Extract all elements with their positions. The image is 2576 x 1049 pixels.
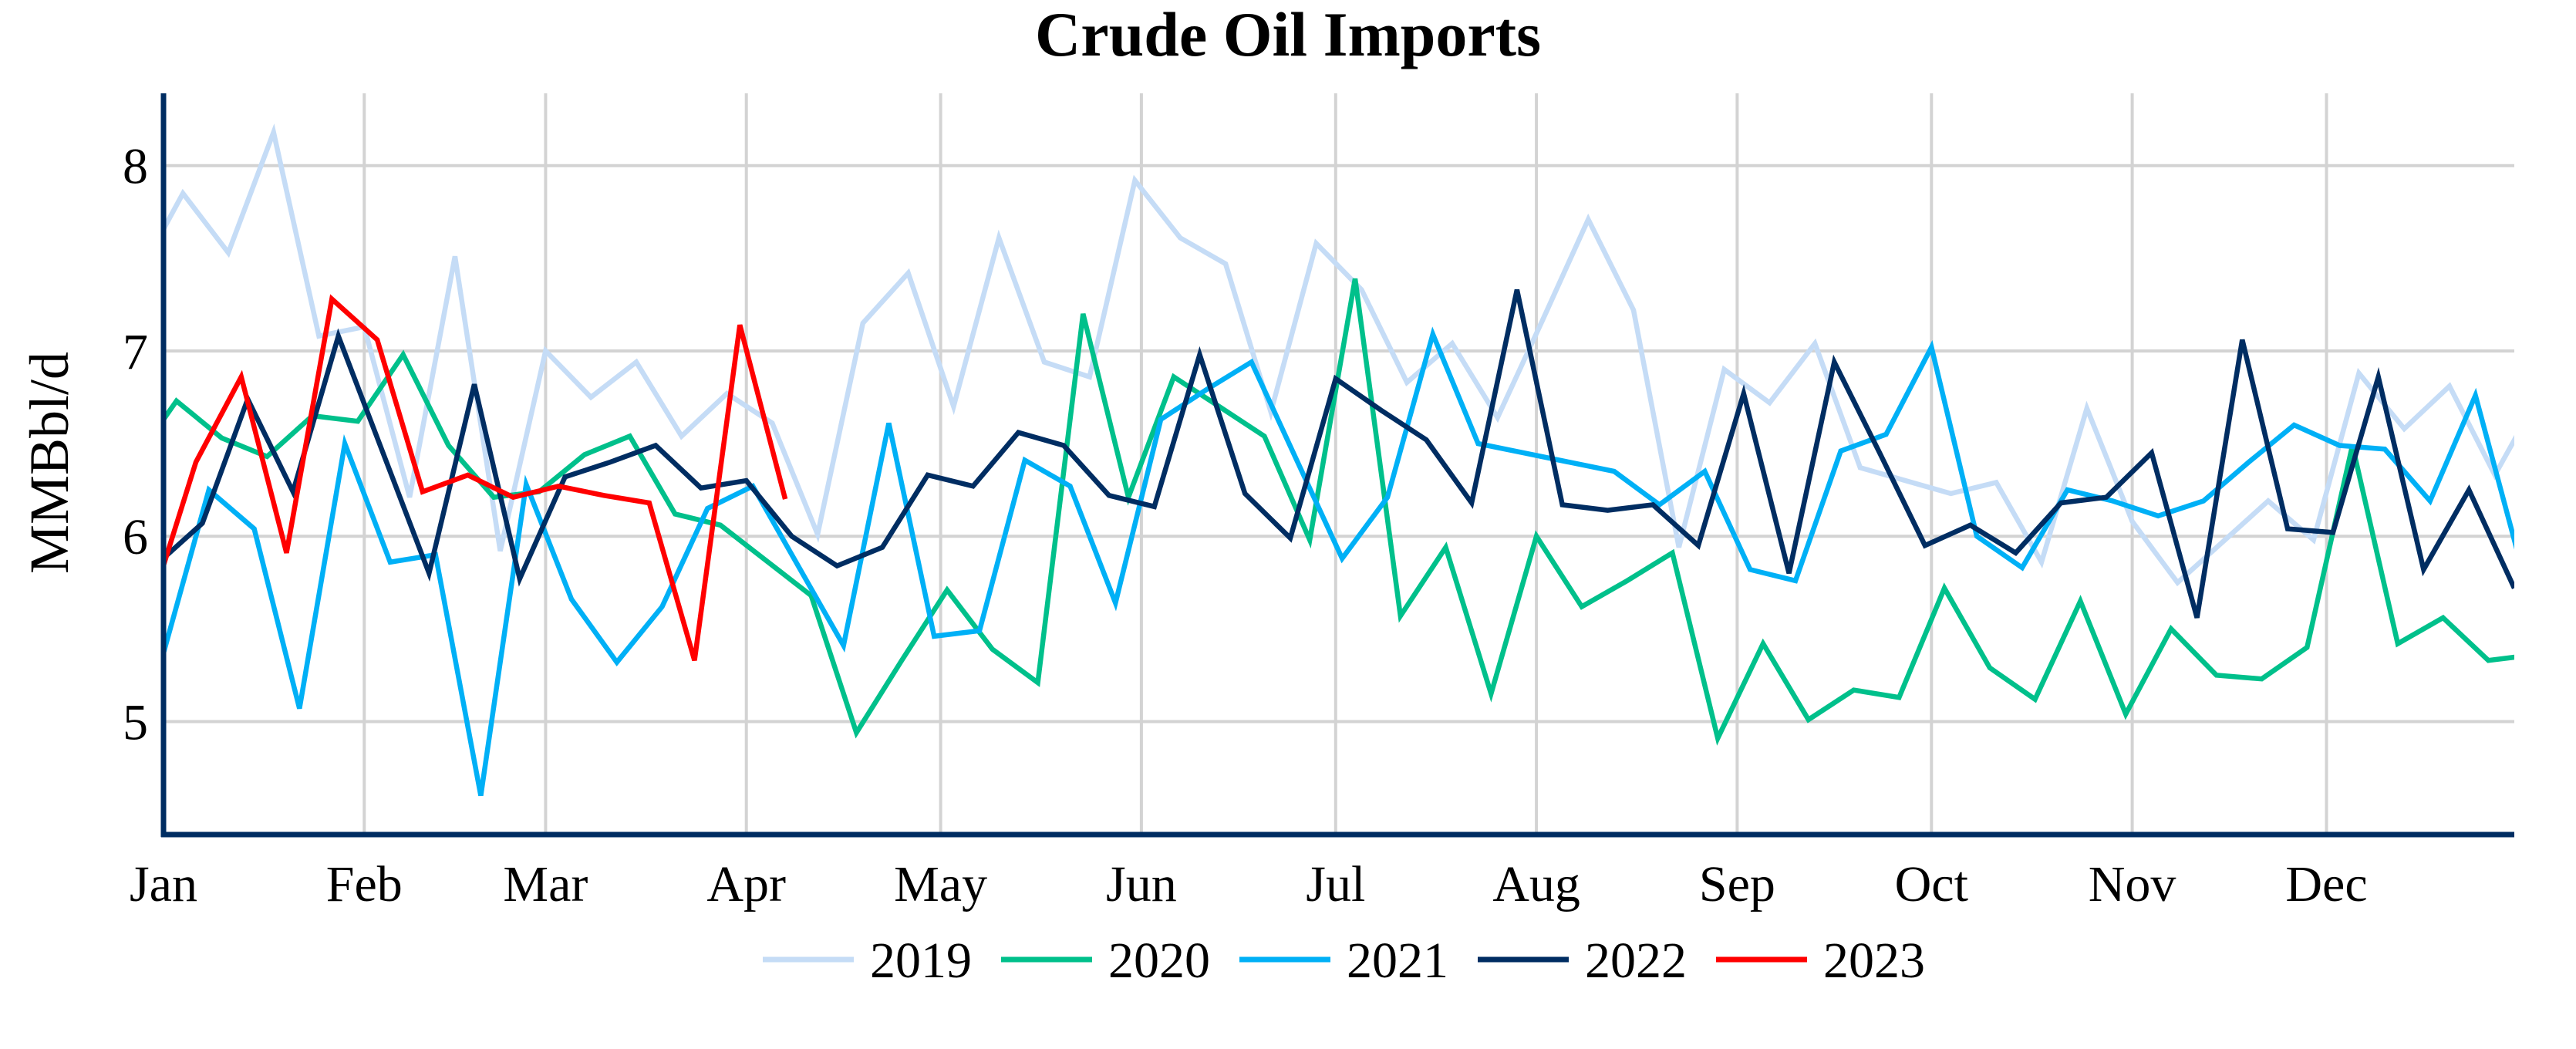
chart-title: Crude Oil Imports	[1035, 0, 1541, 69]
x-tick-label: Mar	[503, 856, 588, 912]
x-tick-label: Jun	[1106, 856, 1177, 912]
legend-label: 2020	[1108, 933, 1210, 989]
y-axis-label: MMBbl/d	[19, 352, 80, 574]
series-line-2021	[164, 326, 2514, 797]
legend-item-2021[interactable]: 2021	[1239, 933, 1448, 989]
legend-label: 2022	[1585, 933, 1687, 989]
x-tick-label: Oct	[1895, 856, 1968, 912]
x-tick-label: May	[894, 856, 987, 912]
legend-label: 2019	[870, 933, 972, 989]
x-tick-label: Dec	[2285, 856, 2367, 912]
legend[interactable]: 2019 2020 2021 2022 2023	[763, 933, 1925, 989]
x-tick-label: Aug	[1492, 856, 1580, 912]
tick-labels: 5 6 7 8 Jan Feb Mar Apr May Jun Jul Aug Sep Oct Nov Dec	[123, 139, 2368, 912]
legend-item-2023[interactable]: 2023	[1716, 933, 1925, 989]
series-line-2022	[164, 289, 2514, 619]
x-tick-label: Jan	[130, 856, 197, 912]
x-tick-label: Nov	[2089, 856, 2176, 912]
legend-item-2022[interactable]: 2022	[1478, 933, 1687, 989]
y-tick-label: 6	[123, 509, 148, 565]
legend-item-2020[interactable]: 2020	[1001, 933, 1210, 989]
legend-label: 2023	[1823, 933, 1925, 989]
y-tick-label: 8	[123, 139, 148, 195]
y-tick-label: 7	[123, 324, 148, 380]
x-tick-label: Sep	[1699, 856, 1775, 912]
series-lines	[164, 123, 2514, 797]
x-tick-label: Feb	[326, 856, 403, 912]
legend-label: 2021	[1347, 933, 1448, 989]
gridlines	[164, 93, 2514, 835]
x-tick-label: Jul	[1306, 856, 1365, 912]
y-tick-label: 5	[123, 694, 148, 750]
axes	[160, 93, 2514, 838]
series-line-2023	[164, 294, 788, 662]
legend-item-2019[interactable]: 2019	[763, 933, 972, 989]
series-line-2019	[164, 123, 2514, 587]
x-tick-label: Apr	[706, 856, 786, 912]
